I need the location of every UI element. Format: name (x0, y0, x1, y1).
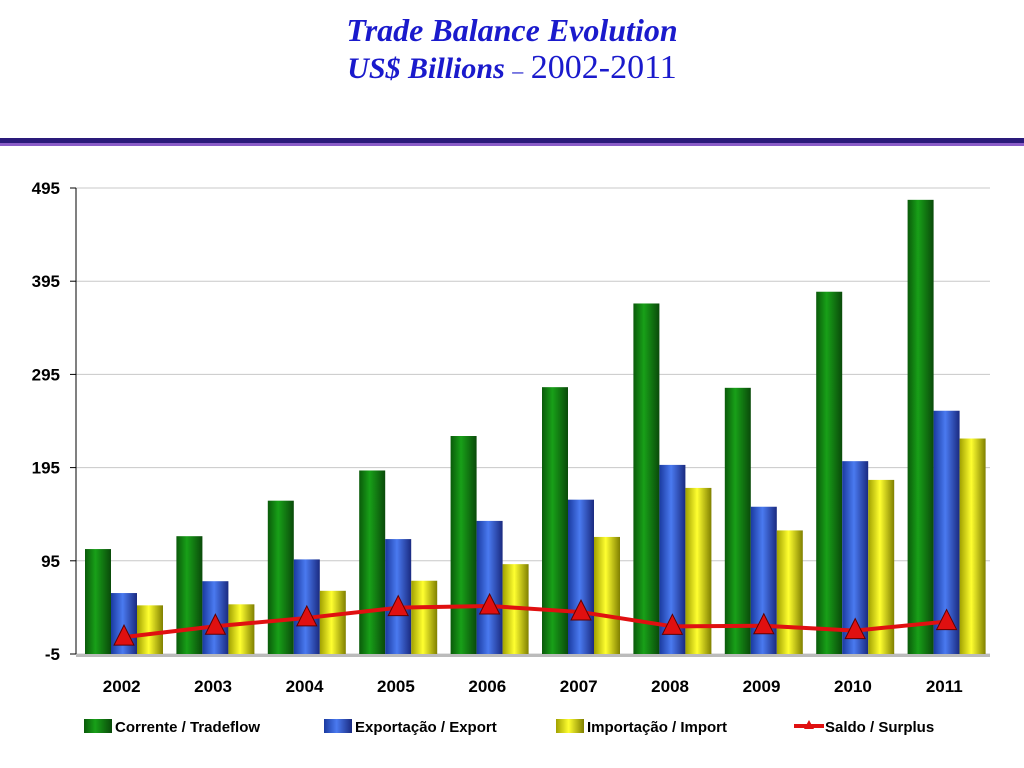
surplus-line (123, 604, 947, 640)
bar-tradeflow (542, 387, 568, 654)
x-tick-label: 2002 (103, 677, 141, 696)
bar-import (228, 604, 255, 654)
surplus-point (752, 612, 775, 635)
bar-tradeflow (724, 387, 751, 654)
bar-tradeflow (85, 549, 111, 654)
title-separator: – (512, 58, 524, 83)
x-tick-label: 2006 (468, 677, 506, 696)
title-divider (0, 138, 1024, 143)
x-tick-label: 2008 (651, 677, 689, 696)
bar-import (594, 536, 620, 654)
title-units: US$ Billions (347, 52, 505, 85)
bar-tradeflow (816, 291, 843, 654)
bar-tradeflow (450, 436, 477, 654)
x-tick-label: 2005 (377, 677, 415, 696)
y-tick-label: 195 (32, 459, 60, 478)
x-tick-label: 2003 (194, 677, 232, 696)
title-years: 2002-2011 (530, 49, 677, 86)
x-tick-label: 2004 (286, 677, 324, 696)
bar-tradeflow (267, 500, 294, 654)
surplus-point (844, 617, 867, 640)
x-tick-label: 2011 (926, 677, 963, 696)
bar-import (685, 487, 712, 654)
bar-tradeflow (907, 199, 934, 654)
x-tick-label: 2009 (743, 677, 781, 696)
legend-label: Importação / Import (587, 719, 727, 736)
legend-swatch (324, 719, 352, 733)
bar-export (568, 499, 594, 654)
legend-swatch (84, 719, 112, 733)
bar-tradeflow (633, 303, 660, 654)
bar-import (137, 605, 163, 654)
x-tick-label: 2010 (834, 677, 872, 696)
bar-tradeflow (359, 470, 386, 654)
legend-label: Corrente / Tradeflow (115, 719, 260, 736)
legend-marker (804, 720, 814, 729)
legend-label: Exportação / Export (355, 719, 497, 736)
y-tick-label: 495 (32, 179, 60, 198)
bar-import (776, 530, 803, 654)
surplus-point (387, 594, 410, 617)
surplus-point (478, 592, 501, 615)
surplus-point (295, 604, 318, 627)
surplus-point (204, 613, 227, 635)
legend-label: Saldo / Surplus (825, 719, 934, 736)
legend-swatch (556, 719, 584, 733)
title-line-2: US$ Billions – 2002-2011 (0, 50, 1024, 89)
plot-floor (76, 654, 990, 657)
y-tick-label: 395 (32, 272, 60, 291)
y-tick-label: -5 (45, 645, 60, 664)
surplus-point (113, 624, 135, 646)
surplus-point (661, 613, 684, 635)
bar-import (411, 580, 438, 654)
bar-export (476, 520, 503, 654)
surplus-point (935, 608, 958, 631)
surplus-point (570, 598, 592, 621)
x-tick-label: 2007 (560, 677, 598, 696)
chart-title: Trade Balance Evolution US$ Billions – 2… (0, 10, 1024, 89)
title-line-1: Trade Balance Evolution (346, 12, 678, 48)
y-tick-label: 295 (32, 365, 60, 384)
y-tick-label: 95 (41, 552, 60, 571)
bar-import (959, 438, 986, 654)
title-divider-accent (0, 143, 1024, 146)
bar-import (319, 590, 346, 654)
bar-import (868, 479, 895, 654)
bar-tradeflow (176, 536, 203, 654)
